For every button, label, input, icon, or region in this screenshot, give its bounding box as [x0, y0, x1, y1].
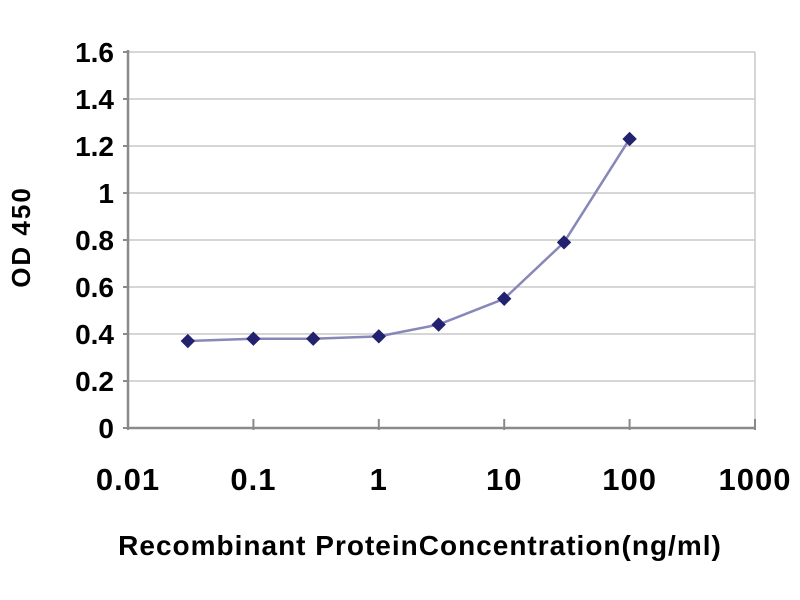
x-axis-title: Recombinant ProteinConcentration(ng/ml)	[118, 530, 722, 561]
y-tick-label: 1.2	[75, 131, 114, 162]
data-point	[371, 329, 387, 344]
y-tick-label: 1.6	[75, 37, 114, 68]
data-line	[187, 138, 631, 343]
x-tick-label: 100	[602, 462, 657, 497]
data-point	[496, 291, 512, 306]
data-point	[180, 333, 196, 349]
y-tick-label: 0.2	[75, 366, 114, 397]
data-point	[246, 331, 261, 346]
y-tick-label: 0.4	[75, 319, 114, 350]
x-tick-label: 0.1	[230, 462, 276, 497]
data-point	[556, 235, 572, 250]
data-point	[622, 131, 637, 147]
y-tick-label: 0	[98, 413, 114, 444]
gridlines	[128, 51, 755, 382]
data-point	[306, 331, 321, 346]
data-point	[431, 317, 446, 332]
x-tick-label: 1	[370, 462, 388, 497]
x-tick-label: 0.01	[96, 462, 160, 497]
x-tick-labels: 0.01 0.1 1 10 100 1000	[96, 419, 792, 497]
y-tick-labels: 0 0.2 0.4 0.6 0.8 1 1.2 1.4 1.6	[75, 37, 128, 444]
y-tick-label: 1.4	[75, 84, 114, 115]
x-tick-label: 1000	[719, 462, 792, 497]
data-series	[180, 131, 637, 349]
y-tick-label: 0.8	[75, 225, 114, 256]
y-tick-label: 0.6	[75, 272, 114, 303]
x-tick-label: 10	[486, 462, 522, 497]
y-axis-title: OD 450	[6, 186, 36, 288]
y-tick-label: 1	[98, 178, 114, 209]
